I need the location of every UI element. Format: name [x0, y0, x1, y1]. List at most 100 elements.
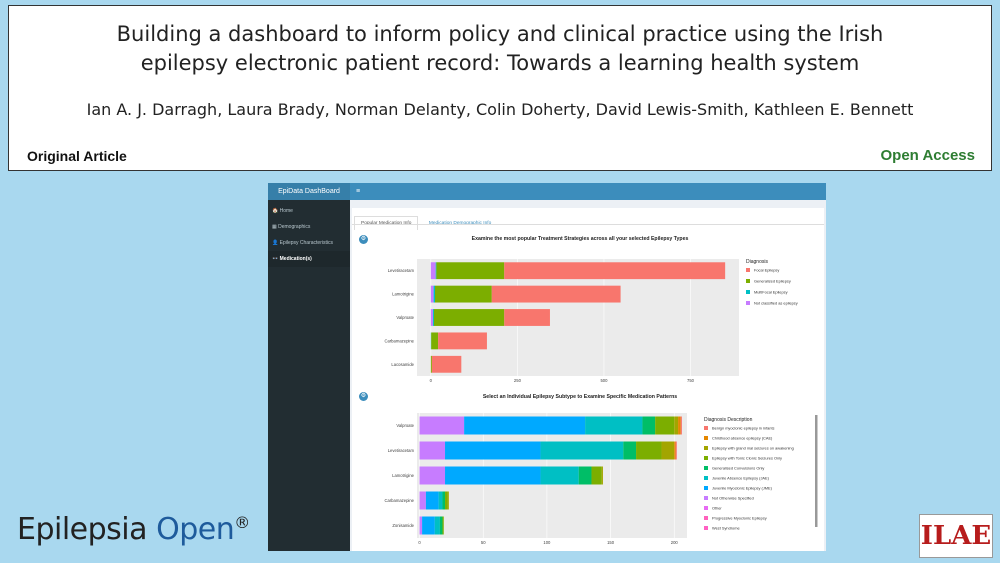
bar-segment — [442, 516, 444, 535]
sidebar-item-epilepsy-characteristics[interactable]: 👤 Epilepsy Characteristics — [268, 235, 350, 251]
legend-label: Juvenile Absence Epilepsy (JAE) — [712, 476, 770, 481]
sidebar-item-home[interactable]: 🏠 Home — [268, 203, 350, 219]
y-tick-label: Lacosamide — [391, 362, 414, 367]
y-tick-label: Carbamazepine — [384, 338, 414, 343]
chart-title: Examine the most popular Treatment Strat… — [472, 236, 689, 242]
legend-swatch — [704, 526, 708, 530]
dashboard-screenshot: EpiData DashBoard ≡ 🏠 Home ▦ Demographic… — [268, 183, 826, 551]
x-tick-label: 150 — [607, 540, 615, 545]
bar-segment — [642, 416, 656, 435]
legend-title: Diagnosis Description — [704, 417, 753, 423]
bar-segment — [430, 285, 434, 303]
y-tick-label: Zonisamide — [392, 523, 414, 528]
legend-swatch — [704, 446, 708, 450]
legend-swatch — [704, 506, 708, 510]
legend-label: Generalized Epilepsy — [754, 279, 791, 284]
tab-popular-medication-info[interactable]: Popular Medication Info — [354, 216, 419, 230]
legend-label: Focal Epilepsy — [754, 268, 779, 273]
sidebar-item-medications[interactable]: 👓 Medication(s) — [268, 251, 350, 267]
bar-segment — [655, 416, 675, 435]
bar-segment — [491, 285, 621, 303]
bar-segment — [431, 332, 439, 350]
legend-swatch — [704, 466, 708, 470]
article-header: Building a dashboard to inform policy an… — [8, 5, 992, 171]
bar-segment — [438, 332, 487, 350]
bar-segment — [661, 441, 675, 460]
article-authors: Ian A. J. Darragh, Laura Brady, Norman D… — [86, 100, 914, 119]
bar-segment — [419, 516, 423, 535]
y-tick-label: Levetiracetam — [388, 268, 415, 273]
main-content: Popular Medication Info Medication Demog… — [352, 208, 824, 551]
legend-swatch — [704, 426, 708, 430]
legend-label: Juvenile Myoclonic Epilepsy (JME) — [712, 486, 773, 491]
bar-segment — [464, 416, 586, 435]
bar-segment — [636, 441, 662, 460]
legend-swatch — [704, 476, 708, 480]
legend-swatch — [704, 436, 708, 440]
legend-swatch — [746, 290, 750, 294]
tab-medication-demographic-info[interactable]: Medication Demographic Info — [423, 217, 497, 230]
legend-swatch — [746, 301, 750, 305]
gear-icon[interactable]: ⚙ — [359, 235, 368, 244]
legend-swatch — [704, 486, 708, 490]
legend-label: West Syndrome — [712, 526, 740, 531]
bar-segment — [504, 262, 726, 280]
bar-segment — [442, 491, 446, 510]
bar-segment — [425, 491, 439, 510]
tab-divider — [352, 224, 824, 225]
sidebar-item-demographics[interactable]: ▦ Demographics — [268, 219, 350, 235]
bar-segment — [675, 441, 677, 460]
bar-segment — [445, 441, 541, 460]
sidebar-item-label: Medication(s) — [279, 256, 312, 262]
bar-segment — [601, 466, 603, 485]
bar-segment — [435, 285, 492, 303]
gear-icon[interactable]: ⚙ — [359, 392, 368, 401]
journal-name-part2: Open — [156, 512, 235, 547]
bar-segment — [445, 466, 541, 485]
bar-segment — [419, 466, 446, 485]
x-tick-label: 750 — [687, 378, 695, 383]
title-line-2: epilepsy electronic patient record: Towa… — [140, 51, 860, 75]
bar-segment — [447, 491, 449, 510]
legend-label: MultiFocal Epilepsy — [754, 290, 788, 295]
x-tick-label: 100 — [543, 540, 551, 545]
legend-label: Generalised Convulsions Only — [712, 466, 764, 471]
ilae-logo: ILAE — [919, 514, 993, 558]
bar-segment — [674, 441, 676, 460]
legend-swatch — [704, 516, 708, 520]
y-tick-label: Carbamazepine — [384, 498, 414, 503]
dashboard-icon: ▦ — [272, 224, 277, 230]
bar-segment — [540, 441, 624, 460]
y-tick-label: Valproate — [396, 315, 414, 320]
x-tick-label: 250 — [514, 378, 522, 383]
x-tick-label: 50 — [481, 540, 486, 545]
hamburger-icon[interactable]: ≡ — [356, 188, 361, 195]
legend-label: Other — [712, 506, 722, 511]
legend-label: Epilepsy with grand mal seizures on awak… — [712, 446, 794, 451]
bar-segment — [504, 309, 550, 326]
legend-swatch — [746, 279, 750, 283]
bar-segment — [623, 441, 637, 460]
journal-name-part1: Epilepsia — [17, 512, 148, 547]
open-access-label: Open Access — [880, 147, 976, 164]
pills-icon: 👓 — [272, 256, 279, 262]
legend-label: Epilepsy with Tonic Clonic Seizures Only — [712, 456, 782, 461]
app-brand[interactable]: EpiData DashBoard — [268, 183, 350, 200]
y-tick-label: Valproate — [396, 423, 414, 428]
bar-segment — [678, 416, 681, 435]
chart-title: Select an Individual Epilepsy Subtype to… — [483, 394, 677, 400]
bar-segment — [433, 285, 436, 303]
legend-label: Benign myoclonic epilepsy in infants — [712, 426, 775, 431]
bar-segment — [432, 309, 434, 326]
bar-segment — [430, 262, 436, 280]
bar-segment — [435, 262, 437, 280]
x-tick-label: 200 — [671, 540, 679, 545]
legend-label: Not Otherwise Specified — [712, 496, 754, 501]
sidebar: 🏠 Home ▦ Demographics 👤 Epilepsy Charact… — [268, 200, 350, 551]
legend-label: Not classified as epilepsy — [754, 301, 798, 306]
x-tick-label: 0 — [418, 540, 421, 545]
bar-segment — [585, 416, 643, 435]
y-tick-label: Lamotrigine — [392, 292, 415, 297]
sidebar-item-label: Demographics — [278, 224, 311, 230]
legend-title: Diagnosis — [746, 259, 768, 265]
